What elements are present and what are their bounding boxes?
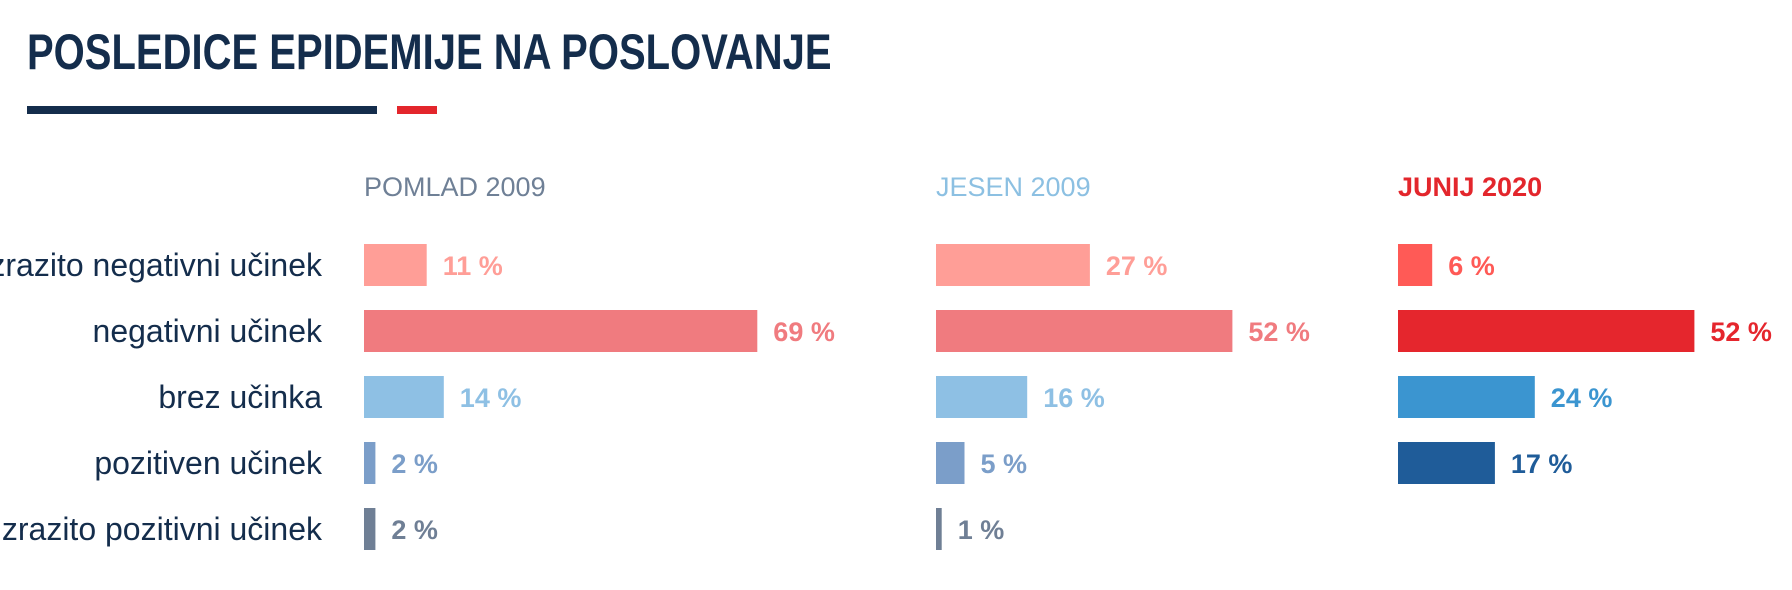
category-label-brez-ucinka: brez učinka xyxy=(158,379,322,415)
value-label-jesen-2009-izrazito-pozitivni-ucinek: 1 % xyxy=(958,515,1005,545)
bar-junij-2020-izrazito-negativni-ucinek xyxy=(1398,244,1433,286)
category-label-izrazito-pozitivni-ucinek: izrazito pozitivni učinek xyxy=(0,511,323,547)
value-label-jesen-2009-izrazito-negativni-ucinek: 27 % xyxy=(1106,251,1168,281)
series-header-junij-2020: JUNIJ 2020 xyxy=(1398,172,1542,202)
series-header-jesen-2009: JESEN 2009 xyxy=(936,172,1091,202)
value-label-junij-2020-pozitiven-ucinek: 17 % xyxy=(1511,449,1573,479)
value-label-pomlad-2009-izrazito-pozitivni-ucinek: 2 % xyxy=(391,515,438,545)
bar-jesen-2009-izrazito-negativni-ucinek xyxy=(936,244,1090,286)
bar-pomlad-2009-negativni-ucinek xyxy=(364,310,758,352)
bar-junij-2020-pozitiven-ucinek xyxy=(1398,442,1495,484)
bar-jesen-2009-pozitiven-ucinek xyxy=(936,442,965,484)
category-label-izrazito-negativni-ucinek: izrazito negativni učinek xyxy=(0,247,323,283)
bar-jesen-2009-negativni-ucinek xyxy=(936,310,1233,352)
value-label-jesen-2009-brez-ucinka: 16 % xyxy=(1043,383,1105,413)
value-label-junij-2020-negativni-ucinek: 52 % xyxy=(1710,317,1772,347)
bar-jesen-2009-brez-ucinka xyxy=(936,376,1028,418)
value-label-junij-2020-brez-ucinka: 24 % xyxy=(1551,383,1613,413)
value-label-junij-2020-izrazito-negativni-ucinek: 6 % xyxy=(1448,251,1495,281)
bar-pomlad-2009-brez-ucinka xyxy=(364,376,444,418)
value-label-jesen-2009-pozitiven-ucinek: 5 % xyxy=(981,449,1028,479)
category-label-pozitiven-ucinek: pozitiven učinek xyxy=(94,445,323,481)
bar-junij-2020-negativni-ucinek xyxy=(1398,310,1695,352)
title-underline-dark xyxy=(27,106,377,114)
bar-pomlad-2009-pozitiven-ucinek xyxy=(364,442,376,484)
bar-jesen-2009-izrazito-pozitivni-ucinek xyxy=(936,508,942,550)
value-label-pomlad-2009-izrazito-negativni-ucinek: 11 % xyxy=(443,251,503,281)
series-header-pomlad-2009: POMLAD 2009 xyxy=(364,172,546,202)
bar-pomlad-2009-izrazito-pozitivni-ucinek xyxy=(364,508,376,550)
value-label-jesen-2009-negativni-ucinek: 52 % xyxy=(1248,317,1310,347)
value-label-pomlad-2009-negativni-ucinek: 69 % xyxy=(773,317,835,347)
bar-junij-2020-brez-ucinka xyxy=(1398,376,1535,418)
title-underline-red xyxy=(397,106,437,114)
value-label-pomlad-2009-pozitiven-ucinek: 2 % xyxy=(391,449,438,479)
value-label-pomlad-2009-brez-ucinka: 14 % xyxy=(460,383,522,413)
bar-pomlad-2009-izrazito-negativni-ucinek xyxy=(364,244,427,286)
category-label-negativni-ucinek: negativni učinek xyxy=(93,313,323,349)
chart-title: POSLEDICE EPIDEMIJE NA POSLOVANJE xyxy=(27,24,832,80)
